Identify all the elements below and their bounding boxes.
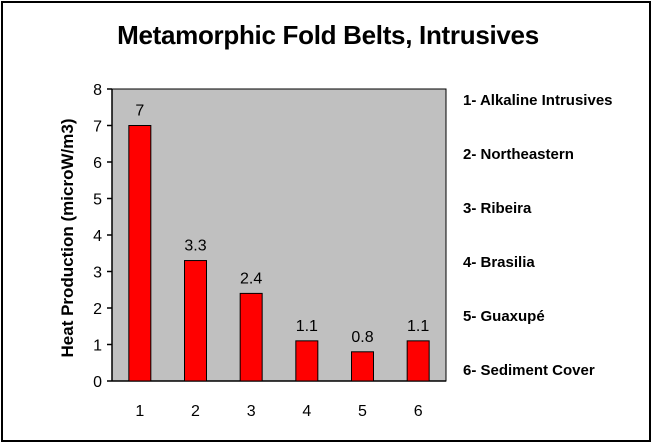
data-label-6: 1.1 [407, 318, 429, 335]
x-tick-label-3: 3 [247, 403, 256, 420]
bar-6 [406, 340, 430, 382]
y-tick-label: 5 [93, 192, 102, 209]
legend-item-1: 1- Alkaline Intrusives [463, 92, 613, 109]
legend-item-6: 6- Sediment Cover [463, 362, 595, 379]
bar-3 [239, 292, 263, 382]
y-tick-label: 1 [93, 338, 102, 355]
y-tick-label: 7 [93, 119, 102, 136]
bar-4 [295, 340, 319, 382]
x-tick-label-2: 2 [191, 403, 200, 420]
x-tick-label-1: 1 [135, 403, 144, 420]
legend-item-5: 5- Guaxupé [463, 308, 545, 325]
legend: 1- Alkaline Intrusives 2- Northeastern 3… [463, 88, 613, 412]
data-label-4: 1.1 [296, 318, 318, 335]
x-tick-label-4: 4 [302, 403, 311, 420]
y-tick-label: 8 [93, 82, 102, 99]
x-tick-label-6: 6 [414, 403, 423, 420]
data-label-1: 7 [135, 103, 144, 120]
legend-item-2: 2- Northeastern [463, 146, 574, 163]
bar-2 [184, 260, 207, 382]
chart-title: Metamorphic Fold Belts, Intrusives [117, 20, 539, 50]
y-tick-label: 0 [93, 374, 102, 391]
plot-area [111, 88, 447, 382]
y-tick-label: 4 [93, 228, 102, 245]
x-tick-label-5: 5 [358, 403, 367, 420]
data-label-5: 0.8 [351, 329, 373, 346]
bar-5 [351, 351, 374, 382]
y-tick-label: 6 [93, 155, 102, 172]
data-label-2: 3.3 [184, 238, 206, 255]
data-label-3: 2.4 [240, 270, 262, 287]
y-tick-label: 3 [93, 265, 102, 282]
bar-1 [128, 125, 152, 382]
legend-item-3: 3- Ribeira [463, 200, 532, 217]
legend-item-4: 4- Brasilia [463, 254, 535, 271]
y-tick-label: 2 [93, 301, 102, 318]
